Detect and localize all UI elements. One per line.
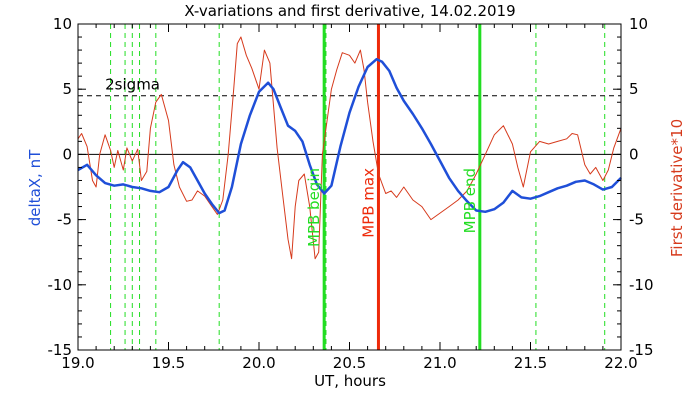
x-axis-label: UT, hours bbox=[314, 372, 386, 390]
x-tick-label-1: 19.5 bbox=[152, 354, 185, 372]
y-tick-label-right-5: -15 bbox=[629, 341, 654, 359]
x-tick-label-3: 20.5 bbox=[333, 354, 366, 372]
x-tick-label-4: 21.0 bbox=[423, 354, 456, 372]
x-tick-label-5: 21.5 bbox=[514, 354, 547, 372]
y-tick-label-left-3: -5 bbox=[57, 211, 72, 229]
mpb-marker-label-2: MPB end bbox=[461, 168, 479, 233]
y-tick-label-left-0: 10 bbox=[53, 15, 72, 33]
mpb-marker-label-0: MPB begin bbox=[305, 168, 323, 247]
mpb-marker-label-1: MPB max bbox=[360, 168, 378, 238]
deltax-series-line bbox=[77, 57, 622, 215]
y-tick-label-right-4: -10 bbox=[629, 276, 654, 294]
y-tick-label-left-4: -10 bbox=[48, 276, 73, 294]
sigma-label: 2sigma bbox=[105, 76, 160, 94]
x-tick-label-6: 22.0 bbox=[604, 354, 637, 372]
y-tick-label-left-1: 5 bbox=[62, 80, 72, 98]
y-axis-label-right: First derivative*10 bbox=[668, 119, 686, 257]
y-tick-label-right-0: 10 bbox=[629, 15, 648, 33]
x-tick-label-2: 20.0 bbox=[242, 354, 275, 372]
y-tick-label-left-2: 0 bbox=[62, 145, 72, 163]
plot-frame bbox=[77, 23, 622, 351]
y-axis-label-left: deltaX, nT bbox=[26, 149, 44, 226]
y-tick-label-right-2: 0 bbox=[629, 145, 639, 163]
chart-title: X-variations and first derivative, 14.02… bbox=[184, 2, 515, 20]
y-tick-label-right-1: 5 bbox=[629, 80, 639, 98]
y-tick-label-right-3: -5 bbox=[629, 211, 644, 229]
x-tick-label-0: 19.0 bbox=[61, 354, 94, 372]
plot-area: 2sigma MPB begin MPB max MPB end 19.0 19.5 20.… bbox=[48, 15, 654, 372]
y-tick-label-left-5: -15 bbox=[48, 341, 73, 359]
derivative-series-line bbox=[77, 36, 622, 260]
